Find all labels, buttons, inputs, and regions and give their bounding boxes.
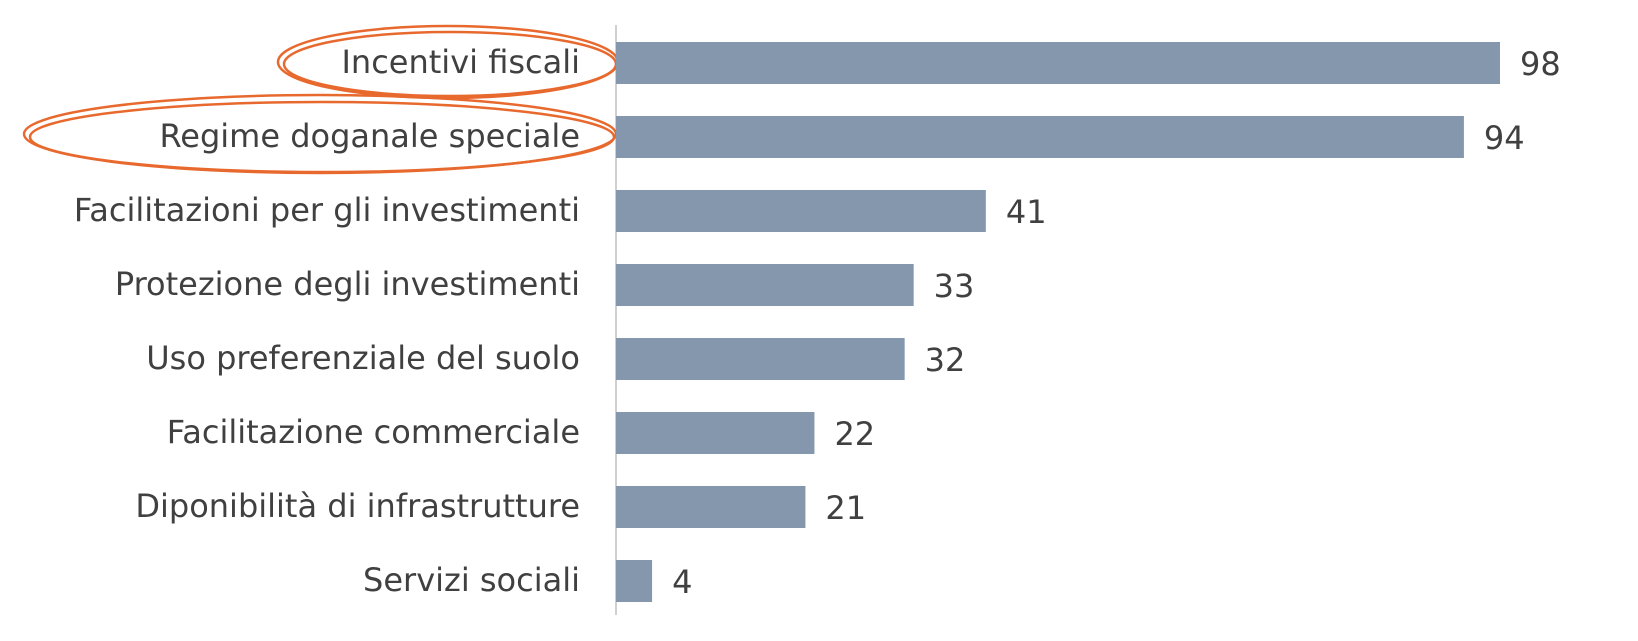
value-label: 98: [1520, 45, 1561, 83]
value-label: 41: [1006, 193, 1047, 231]
category-label: Incentivi fiscali: [341, 43, 580, 81]
bar: [616, 486, 806, 528]
bar: [616, 116, 1464, 158]
value-label: 22: [834, 415, 875, 453]
category-label: Diponibilità di infrastrutture: [135, 487, 580, 525]
bar: [616, 338, 905, 380]
category-label: Facilitazione commerciale: [167, 413, 580, 451]
value-label: 32: [925, 341, 966, 379]
value-label: 94: [1484, 119, 1525, 157]
bar: [616, 190, 986, 232]
bar: [616, 560, 653, 602]
category-label: Protezione degli investimenti: [115, 265, 580, 303]
value-label: 33: [934, 267, 975, 305]
value-label: 4: [672, 563, 692, 601]
category-label: Servizi sociali: [363, 561, 580, 599]
category-label: Uso preferenziale del suolo: [146, 339, 580, 377]
bar: [616, 264, 914, 306]
category-label: Regime doganale speciale: [159, 117, 580, 155]
value-label: 21: [825, 489, 866, 527]
bar: [616, 42, 1500, 84]
category-label: Facilitazioni per gli investimenti: [74, 191, 580, 229]
bar: [616, 412, 815, 454]
highlight-ellipse: [28, 100, 616, 174]
